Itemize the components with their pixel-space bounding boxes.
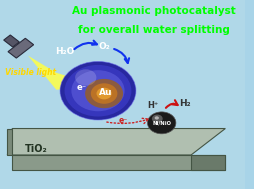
Circle shape — [155, 116, 159, 120]
Text: e⁻: e⁻ — [77, 83, 87, 92]
Circle shape — [71, 70, 124, 111]
Circle shape — [91, 83, 117, 104]
Text: Ni/NiO: Ni/NiO — [153, 121, 172, 126]
Circle shape — [60, 61, 136, 120]
Circle shape — [85, 79, 123, 108]
Circle shape — [65, 65, 131, 116]
Text: O₂: O₂ — [98, 42, 110, 51]
Circle shape — [75, 69, 96, 86]
Polygon shape — [191, 155, 225, 170]
Text: for overall water splitting: for overall water splitting — [78, 25, 230, 35]
Polygon shape — [7, 129, 225, 155]
Polygon shape — [8, 38, 34, 58]
Text: TiO₂: TiO₂ — [24, 144, 47, 154]
Polygon shape — [28, 56, 96, 90]
FancyArrowPatch shape — [114, 49, 129, 63]
Circle shape — [148, 112, 176, 134]
FancyArrowPatch shape — [166, 100, 178, 108]
Polygon shape — [4, 35, 19, 47]
Text: H₂O: H₂O — [55, 47, 75, 57]
FancyArrowPatch shape — [74, 41, 97, 49]
Text: Visible light: Visible light — [5, 68, 56, 77]
Text: e⁻: e⁻ — [119, 115, 128, 125]
Text: H⁺: H⁺ — [148, 101, 159, 110]
FancyBboxPatch shape — [0, 0, 247, 189]
Text: Au: Au — [99, 88, 112, 97]
Polygon shape — [12, 155, 225, 170]
Polygon shape — [7, 129, 12, 155]
Circle shape — [97, 88, 112, 99]
Circle shape — [152, 115, 163, 123]
Text: H₂: H₂ — [179, 98, 191, 108]
Text: Au plasmonic photocatalyst: Au plasmonic photocatalyst — [72, 6, 236, 16]
